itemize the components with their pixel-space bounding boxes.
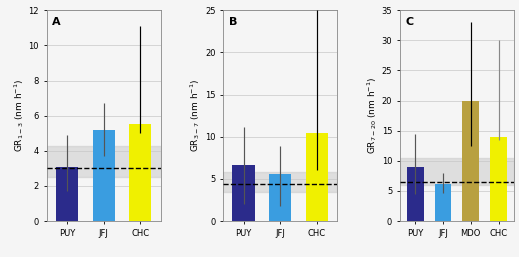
Text: C: C (405, 17, 414, 27)
Bar (400, 158, 514, 185)
Bar (223, 172, 337, 191)
Bar (306, 133, 328, 221)
Bar (434, 184, 452, 221)
Text: B: B (229, 17, 237, 27)
Bar (462, 100, 479, 221)
Bar (93, 130, 115, 221)
Y-axis label: GR$_{7-20}$ (nm h$^{-1}$): GR$_{7-20}$ (nm h$^{-1}$) (365, 77, 379, 154)
Bar (490, 137, 507, 221)
Y-axis label: GR$_{3-7}$ (nm h$^{-1}$): GR$_{3-7}$ (nm h$^{-1}$) (188, 79, 202, 152)
Bar (269, 174, 291, 221)
Bar (407, 167, 424, 221)
Bar (56, 167, 78, 221)
Bar (47, 145, 161, 177)
Bar (233, 164, 254, 221)
Text: A: A (52, 17, 61, 27)
Y-axis label: GR$_{1-3}$ (nm h$^{-1}$): GR$_{1-3}$ (nm h$^{-1}$) (12, 79, 26, 152)
Bar (129, 124, 152, 221)
